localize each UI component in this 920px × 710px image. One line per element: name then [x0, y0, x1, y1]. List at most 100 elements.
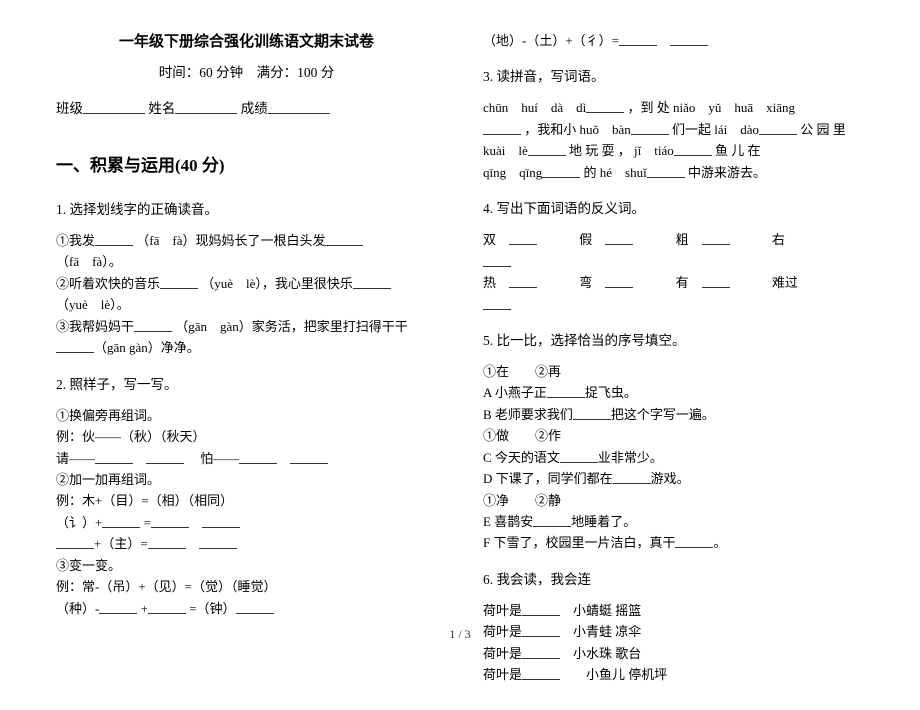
- q2-p1a: 请——: [56, 451, 95, 466]
- q5-o2a2: 业非常少。: [598, 450, 663, 465]
- blank[interactable]: [202, 514, 240, 528]
- q5-o3a2: 地睡着了。: [571, 514, 636, 529]
- name-blank[interactable]: [175, 100, 237, 114]
- blank[interactable]: [148, 600, 186, 614]
- blank[interactable]: [199, 535, 237, 549]
- blank[interactable]: [95, 232, 133, 246]
- q3-body: chūn huí dà dì ，到 处 niǎo yǔ huā xiāng ，我…: [483, 97, 864, 183]
- q6-h3: 荷叶是: [483, 646, 522, 661]
- blank[interactable]: [146, 450, 184, 464]
- blank[interactable]: [325, 232, 363, 246]
- blank[interactable]: [522, 602, 560, 616]
- blank[interactable]: [674, 142, 712, 156]
- q6-h3b: 小水珠 歌台: [573, 646, 641, 661]
- q2-p3a: （种）-: [56, 601, 99, 616]
- blank[interactable]: [483, 121, 521, 135]
- score-blank[interactable]: [268, 100, 330, 114]
- blank[interactable]: [613, 470, 651, 484]
- blank[interactable]: [353, 275, 391, 289]
- blank[interactable]: [533, 513, 571, 527]
- right-column: （地）-（土）+（彳）= 3. 读拼音，写词语。 chūn huí dà dì …: [483, 30, 864, 700]
- blank[interactable]: [151, 514, 189, 528]
- blank[interactable]: [522, 645, 560, 659]
- q2-p2ex: 例：木+（目）=（相）（相同）: [56, 490, 437, 511]
- q3-p1a: chūn huí dà dì: [483, 100, 586, 115]
- blank[interactable]: [605, 231, 633, 245]
- q3-p4a: qīng qīng: [483, 165, 542, 180]
- q2-p1ex: 例：伙——（秋）（秋天）: [56, 426, 437, 447]
- q5-o3b: F 下雪了，校园里一片洁白，真干: [483, 535, 675, 550]
- blank[interactable]: [631, 121, 669, 135]
- blank[interactable]: [236, 600, 274, 614]
- blank[interactable]: [547, 384, 585, 398]
- q4-w6: 弯: [579, 275, 592, 290]
- blank[interactable]: [619, 32, 657, 46]
- blank[interactable]: [509, 231, 537, 245]
- q6-title: 6. 我会读，我会连: [483, 568, 864, 588]
- q3-p2a: ，我和小 huǒ bàn: [524, 122, 631, 137]
- blank[interactable]: [239, 450, 277, 464]
- blank[interactable]: [99, 600, 137, 614]
- blank[interactable]: [759, 121, 797, 135]
- q2-p2b: =: [144, 515, 151, 530]
- q2-p3: ③变一变。: [56, 555, 437, 576]
- blank[interactable]: [509, 274, 537, 288]
- q5-body: ①在 ②再 A 小燕子正捉飞虫。 B 老师要求我们把这个字写一遍。 ①做 ②作 …: [483, 361, 864, 554]
- blank[interactable]: [290, 450, 328, 464]
- blank[interactable]: [670, 32, 708, 46]
- q1-l2b: （yuè lè），我心里很快乐: [201, 276, 353, 291]
- q5-title: 5. 比一比，选择恰当的序号填空。: [483, 329, 864, 349]
- q2-p3c: =（钟）: [189, 601, 235, 616]
- blank[interactable]: [522, 666, 560, 680]
- score-label: 成绩: [241, 101, 268, 116]
- q1-title: 1. 选择划线字的正确读音。: [56, 198, 437, 218]
- q3-p4b: 的 hé shuǐ: [583, 165, 646, 180]
- blank[interactable]: [483, 253, 511, 267]
- blank[interactable]: [160, 275, 198, 289]
- q1-l1c: （fā fà）。: [56, 254, 122, 269]
- blank[interactable]: [702, 274, 730, 288]
- q5-o2a: C 今天的语文: [483, 450, 560, 465]
- q5-o1: ①在 ②再: [483, 361, 864, 382]
- name-label: 姓名: [148, 101, 175, 116]
- blank[interactable]: [605, 274, 633, 288]
- q5-o3a: E 喜鹊安: [483, 514, 533, 529]
- blank[interactable]: [528, 142, 566, 156]
- blank[interactable]: [102, 514, 140, 528]
- q4-w1: 双: [483, 232, 496, 247]
- blank[interactable]: [542, 164, 580, 178]
- blank[interactable]: [95, 450, 133, 464]
- page-number: 1 / 3: [0, 627, 920, 642]
- blank[interactable]: [56, 339, 94, 353]
- q4-w2: 假: [579, 232, 592, 247]
- blank[interactable]: [560, 449, 598, 463]
- student-info-row: 班级 姓名 成绩: [56, 97, 437, 117]
- q2-body: ①换偏旁再组词。 例：伙——（秋）（秋天） 请—— 怕—— ②加一加再组词。 例…: [56, 405, 437, 619]
- exam-title: 一年级下册综合强化训练语文期末试卷: [56, 30, 437, 51]
- two-column-layout: 一年级下册综合强化训练语文期末试卷 时间：60 分钟 满分：100 分 班级 姓…: [56, 30, 864, 700]
- blank[interactable]: [586, 99, 624, 113]
- q5-o1a2: 捉飞虫。: [585, 385, 637, 400]
- q2-p1b: 怕——: [200, 451, 239, 466]
- exam-page: 一年级下册综合强化训练语文期末试卷 时间：60 分钟 满分：100 分 班级 姓…: [0, 0, 920, 710]
- q1-body: ①我发 （fā fà）现妈妈长了一根白头发 （fā fà）。 ②听着欢快的音乐 …: [56, 230, 437, 359]
- blank[interactable]: [148, 535, 186, 549]
- blank[interactable]: [483, 296, 511, 310]
- q5-o2b2: 游戏。: [651, 471, 690, 486]
- q5-o3: ①净 ②静: [483, 490, 864, 511]
- q5-o3b2: 。: [713, 535, 726, 550]
- q5-o1b: B 老师要求我们: [483, 407, 573, 422]
- blank[interactable]: [702, 231, 730, 245]
- class-blank[interactable]: [83, 100, 145, 114]
- blank[interactable]: [573, 406, 611, 420]
- blank[interactable]: [675, 534, 713, 548]
- blank[interactable]: [134, 318, 172, 332]
- q4-w5: 热: [483, 275, 496, 290]
- blank[interactable]: [647, 164, 685, 178]
- blank[interactable]: [56, 535, 94, 549]
- q1-l1a: ①我发: [56, 233, 95, 248]
- q5-o2: ①做 ②作: [483, 425, 864, 446]
- q3-p2b: 们一起 lái dào: [672, 122, 759, 137]
- q4-w4: 右: [772, 232, 785, 247]
- q5-o1a: A 小燕子正: [483, 385, 547, 400]
